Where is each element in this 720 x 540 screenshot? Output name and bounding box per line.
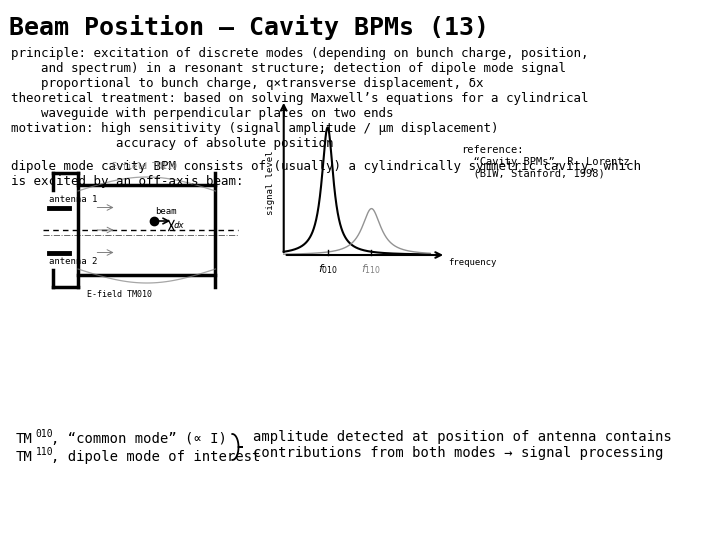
Text: 110: 110 [35, 447, 53, 457]
Text: dipole mode cavity BPM consists of (usually) a cylindrically symmetric cavity, w: dipole mode cavity BPM consists of (usua… [11, 160, 641, 188]
Text: E-field TM010: E-field TM010 [87, 290, 152, 299]
Text: , dipole mode of interest: , dipole mode of interest [51, 450, 261, 464]
Text: signal level: signal level [266, 150, 275, 215]
Text: Beam Position – Cavity BPMs (13): Beam Position – Cavity BPMs (13) [9, 15, 489, 40]
Text: , “common mode” (∝ I): , “common mode” (∝ I) [51, 432, 228, 446]
Text: proportional to bunch charge, q×transverse displacement, δx: proportional to bunch charge, q×transver… [11, 77, 483, 90]
Text: antenna 1: antenna 1 [49, 194, 97, 204]
Text: and spectrum) in a resonant structure; detection of dipole mode signal: and spectrum) in a resonant structure; d… [11, 62, 566, 75]
Text: principle: excitation of discrete modes (depending on bunch charge, position,: principle: excitation of discrete modes … [11, 47, 588, 60]
Text: E-field TM110: E-field TM110 [112, 162, 177, 171]
Text: amplitude detected at position of antenna contains
contributions from both modes: amplitude detected at position of antenn… [253, 430, 672, 460]
Text: waveguide with perpendicular plates on two ends: waveguide with perpendicular plates on t… [11, 107, 393, 120]
Text: $f_{010}$: $f_{010}$ [318, 262, 338, 276]
Text: $f_{110}$: $f_{110}$ [361, 262, 382, 276]
Text: reference:
  “Cavity BPMs”, R. Lorentz
  (BIW, Stanford, 1998): reference: “Cavity BPMs”, R. Lorentz (BI… [461, 145, 630, 178]
Text: dx: dx [173, 221, 184, 230]
Text: motivation: high sensitivity (signal amplitude / μm displacement): motivation: high sensitivity (signal amp… [11, 122, 498, 135]
Text: TM: TM [16, 432, 32, 446]
Text: accuracy of absolute position: accuracy of absolute position [11, 137, 333, 150]
Text: beam: beam [156, 207, 177, 216]
Text: frequency: frequency [448, 258, 496, 267]
Text: TM: TM [16, 450, 32, 464]
Text: antenna 2: antenna 2 [49, 256, 97, 266]
Text: 010: 010 [35, 429, 53, 439]
Text: theoretical treatment: based on solving Maxwell’s equations for a cylindrical: theoretical treatment: based on solving … [11, 92, 588, 105]
